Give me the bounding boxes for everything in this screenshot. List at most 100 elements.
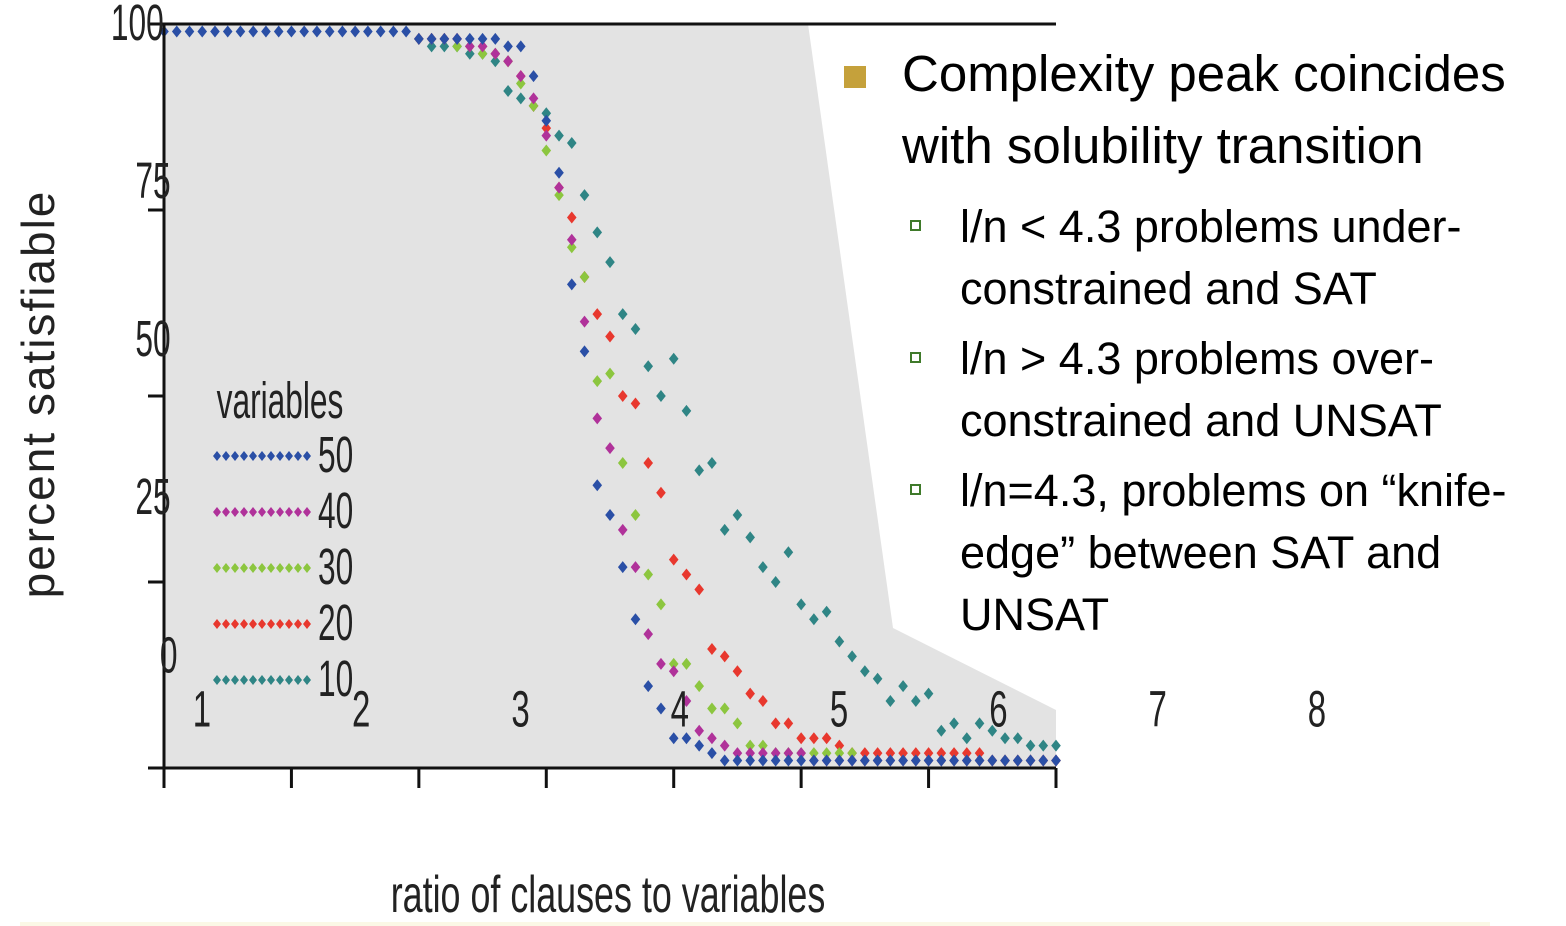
legend-marker	[240, 451, 248, 461]
data-point	[681, 568, 692, 581]
data-point	[962, 754, 972, 767]
data-point	[936, 754, 947, 767]
data-point	[605, 256, 615, 269]
data-point	[605, 442, 615, 455]
data-point	[605, 367, 615, 380]
data-point	[516, 77, 526, 90]
data-point	[783, 546, 794, 559]
data-point	[707, 456, 717, 469]
legend-marker	[294, 675, 302, 685]
data-point	[465, 47, 475, 60]
data-point	[783, 754, 794, 767]
data-point	[732, 717, 743, 730]
legend-title: variables	[217, 372, 344, 428]
legend-label: 50	[318, 426, 353, 482]
data-point	[974, 717, 985, 730]
data-point	[324, 25, 335, 38]
data-point	[694, 464, 704, 477]
legend-marker	[231, 563, 239, 573]
data-point	[248, 25, 258, 38]
data-point	[375, 25, 386, 38]
data-point	[821, 747, 832, 760]
legend-marker	[222, 507, 230, 517]
sub-bullet: l/n=4.3, problems on “knife-edge” betwee…	[838, 460, 1558, 646]
legend-marker	[267, 675, 275, 685]
data-point	[566, 233, 577, 246]
data-point	[503, 55, 513, 68]
data-point	[617, 456, 628, 469]
data-point	[541, 114, 552, 127]
legend-item: 50	[213, 426, 353, 483]
legend-marker	[231, 507, 239, 517]
data-point	[1000, 754, 1010, 767]
data-point	[668, 732, 679, 745]
data-point	[617, 390, 628, 402]
hollow-square-bullet-icon	[910, 220, 921, 231]
data-point	[821, 754, 832, 767]
legend-item: 30	[213, 538, 353, 595]
legend-item: 20	[213, 594, 353, 651]
data-point	[898, 680, 908, 693]
data-point	[809, 754, 819, 767]
data-point	[745, 531, 755, 544]
legend-marker	[213, 451, 221, 461]
data-point	[923, 687, 934, 700]
data-point	[643, 568, 654, 581]
sub-bullet-text: l/n=4.3, problems on “knife-edge” betwee…	[960, 465, 1507, 640]
data-point	[630, 613, 641, 626]
data-point	[732, 754, 743, 767]
data-point	[847, 650, 857, 663]
y-tick-label: 75	[135, 152, 170, 208]
data-point	[1012, 754, 1023, 767]
data-point	[719, 523, 730, 536]
data-point	[796, 754, 806, 767]
data-point	[452, 40, 462, 53]
data-point	[745, 687, 755, 700]
legend-marker	[222, 451, 230, 461]
data-point	[834, 747, 845, 760]
plot-background	[164, 24, 1056, 768]
data-point	[592, 412, 603, 425]
data-point	[656, 486, 666, 499]
data-point	[579, 189, 590, 202]
data-point	[668, 553, 679, 566]
hollow-square-bullet-icon	[910, 352, 921, 363]
hollow-square-bullet-icon	[910, 484, 921, 495]
data-point	[860, 747, 870, 760]
data-point	[707, 702, 717, 715]
data-point	[643, 360, 654, 373]
data-point	[898, 754, 908, 767]
data-point	[770, 747, 781, 760]
data-point	[579, 315, 590, 328]
legend-marker	[303, 563, 311, 573]
legend-marker	[258, 507, 266, 517]
data-point	[452, 32, 462, 45]
data-point	[184, 25, 195, 38]
main-bullet-text: Complexity peak coincides with solubilit…	[902, 45, 1506, 174]
data-point	[312, 25, 322, 38]
data-point	[949, 747, 959, 760]
data-point	[554, 129, 564, 142]
data-point	[566, 137, 577, 150]
sub-bullet-text: l/n < 4.3 problems under-constrained and…	[960, 201, 1462, 314]
legend-marker	[240, 563, 248, 573]
data-point	[936, 724, 947, 737]
data-point	[630, 323, 641, 336]
legend-marker	[231, 675, 239, 685]
data-point	[592, 375, 603, 388]
data-point	[541, 107, 552, 120]
data-point	[579, 270, 590, 283]
data-point	[1038, 754, 1049, 767]
data-point	[528, 92, 539, 105]
data-point	[987, 754, 998, 767]
legend-marker	[222, 675, 230, 685]
data-point	[592, 308, 603, 321]
legend-marker	[285, 563, 293, 573]
data-point	[681, 657, 692, 670]
legend-marker	[294, 619, 302, 629]
data-point	[962, 732, 972, 745]
data-point	[554, 181, 564, 194]
square-bullet-icon	[844, 66, 866, 88]
legend-marker	[249, 619, 257, 629]
